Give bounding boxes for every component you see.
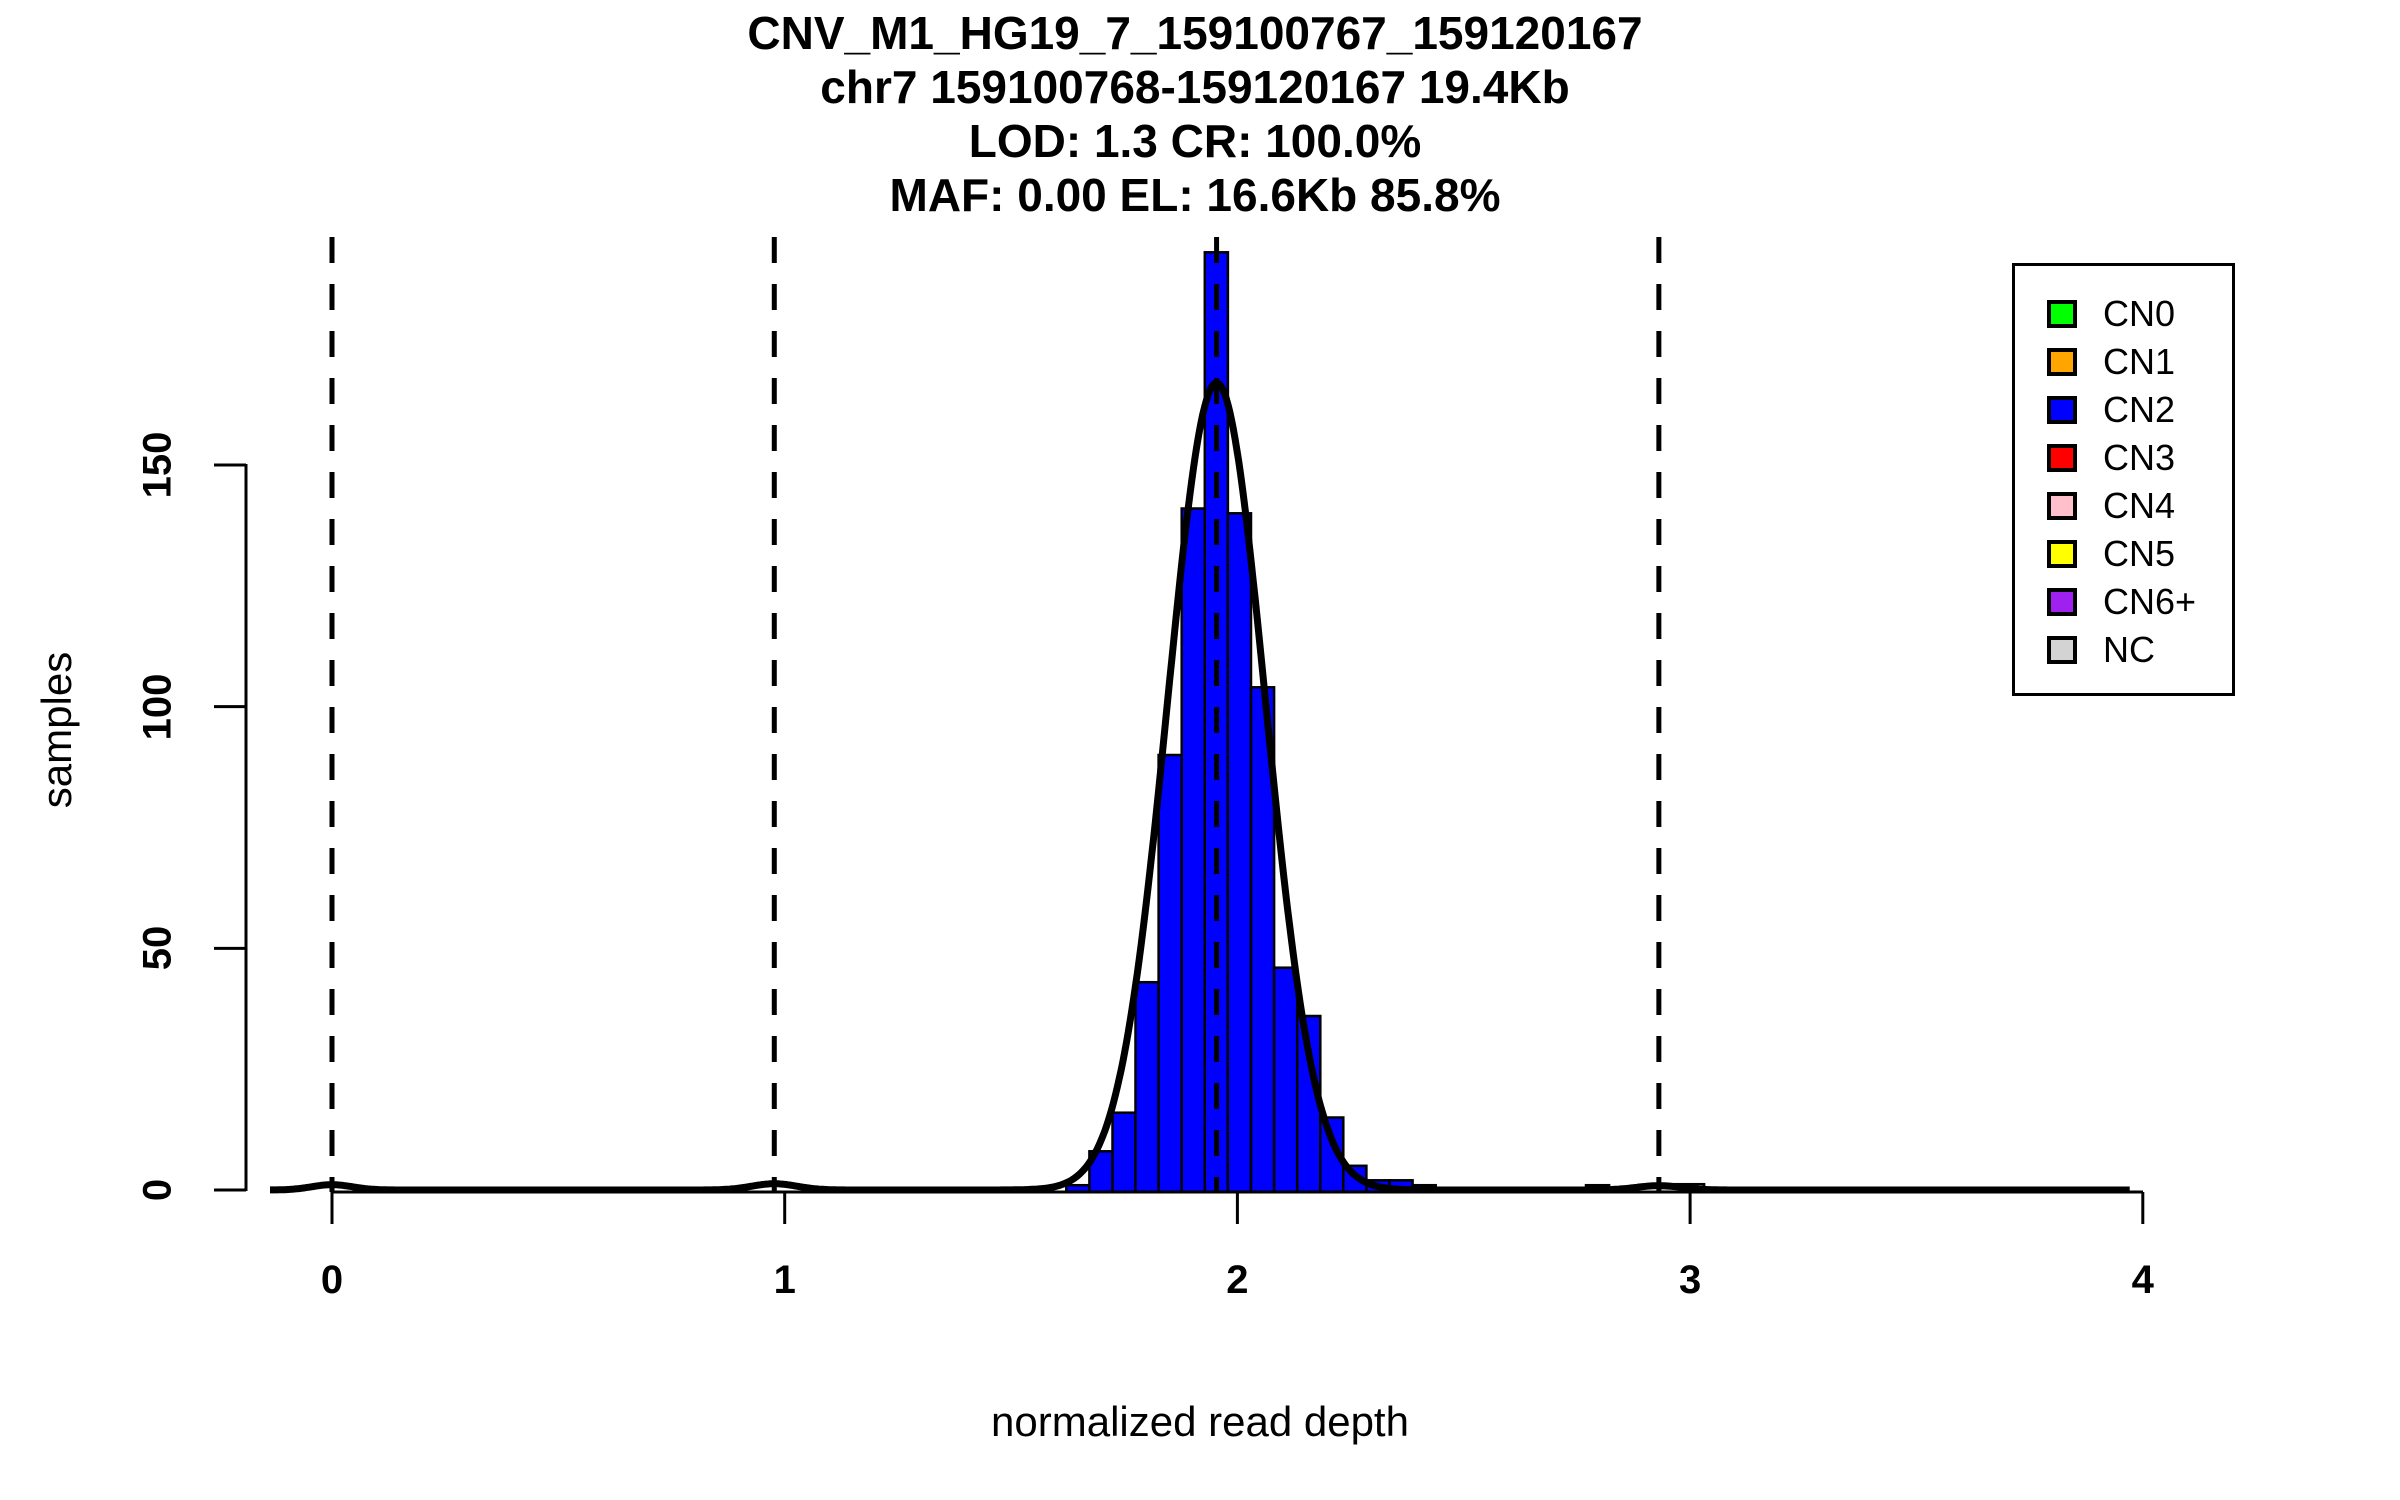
legend-item-label: CN5: [2103, 533, 2176, 574]
histogram-bar: [1134, 980, 1160, 1194]
legend-item-label: CN2: [2103, 389, 2176, 430]
plot-title: CNV_M1_HG19_7_159100767_159120167 chr7 1…: [0, 6, 2390, 222]
legend-item-nc: NC: [2015, 626, 2232, 674]
y-tick-label: 50: [135, 926, 180, 971]
legend-swatch-cn4: [2047, 492, 2077, 520]
x-tick-label: 3: [1678, 1258, 1702, 1302]
legend-item-cn3: CN3: [2015, 434, 2232, 482]
legend: CN0 CN1 CN2 CN3 CN4 CN5 CN6+ NC: [2012, 263, 2235, 696]
legend-swatch-cn5: [2047, 540, 2077, 568]
legend-item-cn2: CN2: [2015, 386, 2232, 434]
legend-item-cn6plus: CN6+: [2015, 578, 2232, 626]
legend-item-label: CN1: [2103, 341, 2176, 382]
x-tick-label: 2: [1226, 1258, 1249, 1302]
legend-item-label: NC: [2103, 629, 2155, 670]
legend-swatch-cn2: [2047, 396, 2077, 424]
legend-item-cn0: CN0: [2015, 290, 2232, 338]
legend-swatch-nc: [2047, 636, 2077, 664]
legend-swatch-cn3: [2047, 444, 2077, 472]
legend-swatch-cn0: [2047, 300, 2077, 328]
histogram-bar: [1226, 512, 1253, 1194]
legend-item-cn4: CN4: [2015, 482, 2232, 530]
histogram-bar: [1157, 753, 1183, 1194]
legend-item-label: CN0: [2103, 293, 2176, 334]
legend-item-cn1: CN1: [2015, 338, 2232, 386]
x-axis-label: normalized read depth: [991, 1398, 1409, 1445]
y-tick-label: 150: [135, 431, 180, 499]
legend-swatch-cn1: [2047, 348, 2077, 376]
x-tick-label: 1: [773, 1258, 796, 1302]
y-axis-label: samples: [33, 651, 80, 809]
title-line-2: chr7 159100768-159120167 19.4Kb: [820, 61, 1570, 113]
x-tick-label: 0: [320, 1258, 344, 1302]
y-tick-label: 0: [135, 1178, 180, 1202]
legend-swatch-cn6plus: [2047, 588, 2077, 616]
histogram-bar: [1111, 1111, 1137, 1194]
y-tick-label: 100: [135, 673, 180, 741]
histogram-bar: [1180, 507, 1207, 1194]
title-line-3: LOD: 1.3 CR: 100.0%: [968, 115, 1422, 167]
legend-item-cn5: CN5: [2015, 530, 2232, 578]
density-curve: [268, 379, 2132, 1194]
legend-item-label: CN3: [2103, 437, 2176, 478]
title-line-4: MAF: 0.00 EL: 16.6Kb 85.8%: [889, 169, 1501, 221]
legend-item-label: CN4: [2103, 485, 2176, 526]
title-line-1: CNV_M1_HG19_7_159100767_159120167: [747, 7, 1643, 59]
legend-item-label: CN6+: [2103, 581, 2197, 622]
histogram-bar: [1272, 966, 1299, 1194]
x-tick-label: 4: [2131, 1258, 2154, 1302]
